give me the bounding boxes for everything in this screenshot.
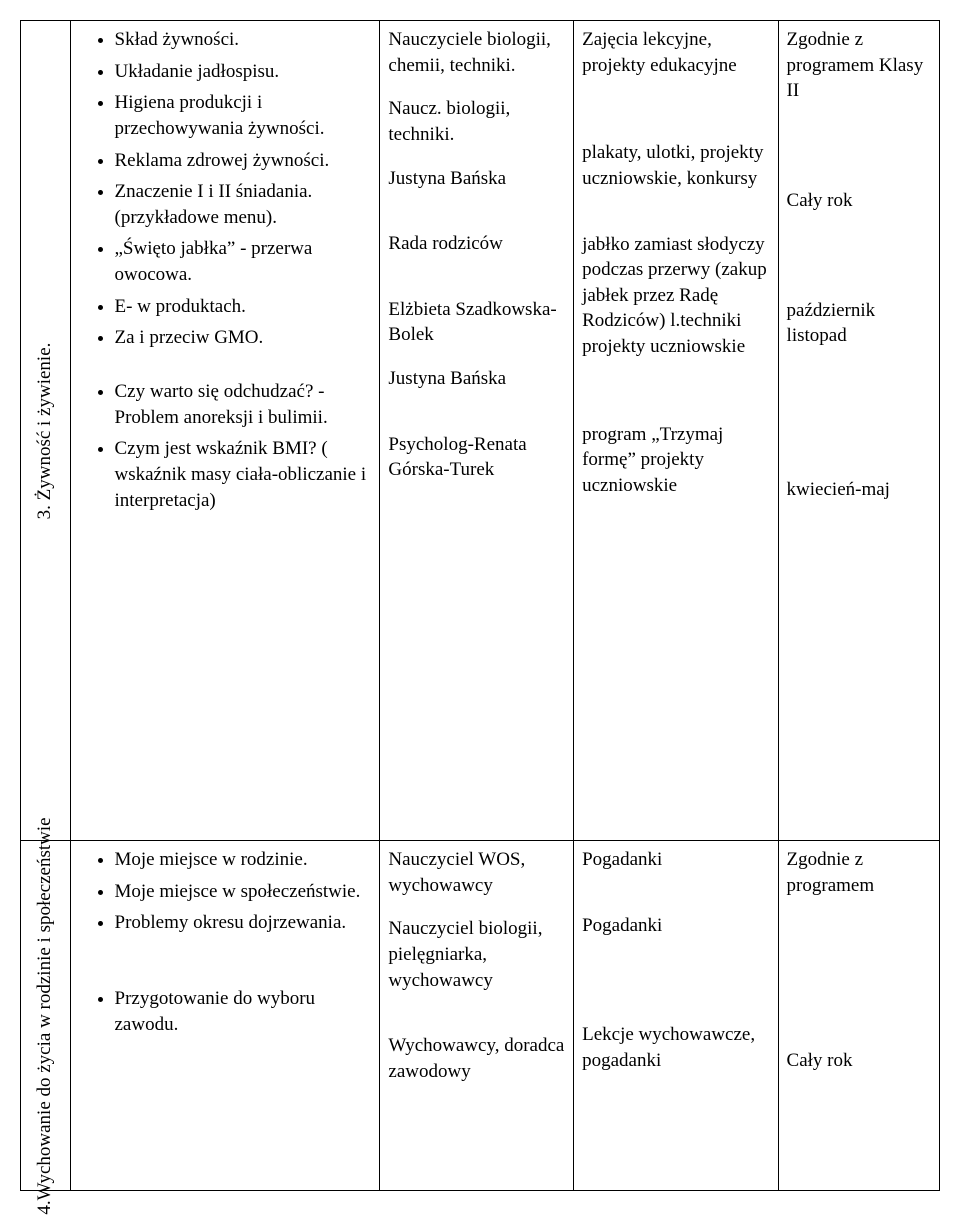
- curriculum-table: 3. Żywność i żywienie. Skład żywności. U…: [20, 20, 940, 1191]
- list-item: Przygotowanie do wyboru zawodu.: [115, 986, 372, 1037]
- topics-cell: Moje miejsce w rodzinie. Moje miejsce w …: [70, 841, 380, 1191]
- term-cell: Zgodnie z programem Cały rok: [778, 841, 939, 1191]
- responsible-text: Nauczyciel biologii, pielęgniarka, wycho…: [388, 916, 565, 993]
- term-cell: Zgodnie z programem Klasy II Cały rok pa…: [778, 21, 939, 841]
- term-text: Cały rok: [787, 1048, 931, 1074]
- responsible-text: Justyna Bańska: [388, 166, 565, 192]
- responsible-text: Wychowawcy, doradca zawodowy: [388, 1033, 565, 1084]
- topic-list: Skład żywności.: [79, 27, 372, 53]
- topic-list: Czym jest wskaźnik BMI? ( wskaźnik masy …: [79, 436, 372, 513]
- list-item: Reklama zdrowej żywności.: [115, 148, 372, 174]
- responsible-text: Psycholog-Renata Górska-Turek: [388, 432, 565, 483]
- term-text: Cały rok: [787, 188, 931, 214]
- form-text: jabłko zamiast słodyczy podczas przerwy …: [582, 232, 769, 360]
- list-item: Skład żywności.: [115, 27, 372, 53]
- list-item: Higiena produkcji i przechowywania żywno…: [115, 90, 372, 141]
- topics-cell: Skład żywności. Układanie jadłospisu. Hi…: [70, 21, 380, 841]
- topic-list: Problemy okresu dojrzewania.: [79, 910, 372, 936]
- list-item: E- w produktach.: [115, 294, 372, 320]
- topic-list: Moje miejsce w rodzinie. Moje miejsce w …: [79, 847, 372, 904]
- form-text: plakaty, ulotki, projekty uczniowskie, k…: [582, 140, 769, 191]
- form-cell: Pogadanki Pogadanki Lekcje wychowawcze, …: [574, 841, 778, 1191]
- list-item: Moje miejsce w rodzinie.: [115, 847, 372, 873]
- form-cell: Zajęcia lekcyjne, projekty edukacyjne pl…: [574, 21, 778, 841]
- list-item: Czym jest wskaźnik BMI? ( wskaźnik masy …: [115, 436, 372, 513]
- responsible-text: Justyna Bańska: [388, 366, 565, 392]
- section-label: 3. Żywność i żywienie.: [32, 342, 58, 519]
- list-item: Problemy okresu dojrzewania.: [115, 910, 372, 936]
- list-item: Układanie jadłospisu.: [115, 59, 372, 85]
- topic-list: Czy warto się odchudzać? - Problem anore…: [79, 379, 372, 430]
- responsible-cell: Nauczyciel WOS, wychowawcy Nauczyciel bi…: [380, 841, 574, 1191]
- topic-list: Układanie jadłospisu. Higiena produkcji …: [79, 59, 372, 288]
- section-number-cell: 4.Wychowanie do życia w rodzinie i społe…: [21, 841, 71, 1191]
- form-text: Pogadanki: [582, 913, 769, 939]
- list-item: Za i przeciw GMO.: [115, 325, 372, 351]
- responsible-text: Nauczyciel WOS, wychowawcy: [388, 847, 565, 898]
- section-number-cell: 3. Żywność i żywienie.: [21, 21, 71, 841]
- list-item: Moje miejsce w społeczeństwie.: [115, 879, 372, 905]
- responsible-text: Rada rodziców: [388, 231, 565, 257]
- form-text: Zajęcia lekcyjne, projekty edukacyjne: [582, 27, 769, 78]
- form-text: Pogadanki: [582, 847, 769, 873]
- form-text: Lekcje wychowawcze, pogadanki: [582, 1022, 769, 1073]
- term-text: Zgodnie z programem Klasy II: [787, 27, 931, 104]
- responsible-cell: Nauczyciele biologii, chemii, techniki. …: [380, 21, 574, 841]
- topic-list: Przygotowanie do wyboru zawodu.: [79, 986, 372, 1037]
- form-text: program „Trzymaj formę” projekty uczniow…: [582, 422, 769, 499]
- table-row: 3. Żywność i żywienie. Skład żywności. U…: [21, 21, 940, 841]
- responsible-text: Nauczyciele biologii, chemii, techniki.: [388, 27, 565, 78]
- term-text: kwiecień-maj: [787, 477, 931, 503]
- term-text: październik listopad: [787, 298, 931, 349]
- responsible-text: Naucz. biologii, techniki.: [388, 96, 565, 147]
- list-item: Czy warto się odchudzać? - Problem anore…: [115, 379, 372, 430]
- section-label: 4.Wychowanie do życia w rodzinie i społe…: [32, 817, 58, 1214]
- topic-list: E- w produktach. Za i przeciw GMO.: [79, 294, 372, 351]
- responsible-text: Elżbieta Szadkowska-Bolek: [388, 297, 565, 348]
- list-item: „Święto jabłka” - przerwa owocowa.: [115, 236, 372, 287]
- list-item: Znaczenie I i II śniadania.(przykładowe …: [115, 179, 372, 230]
- term-text: Zgodnie z programem: [787, 847, 931, 898]
- table-row: 4.Wychowanie do życia w rodzinie i społe…: [21, 841, 940, 1191]
